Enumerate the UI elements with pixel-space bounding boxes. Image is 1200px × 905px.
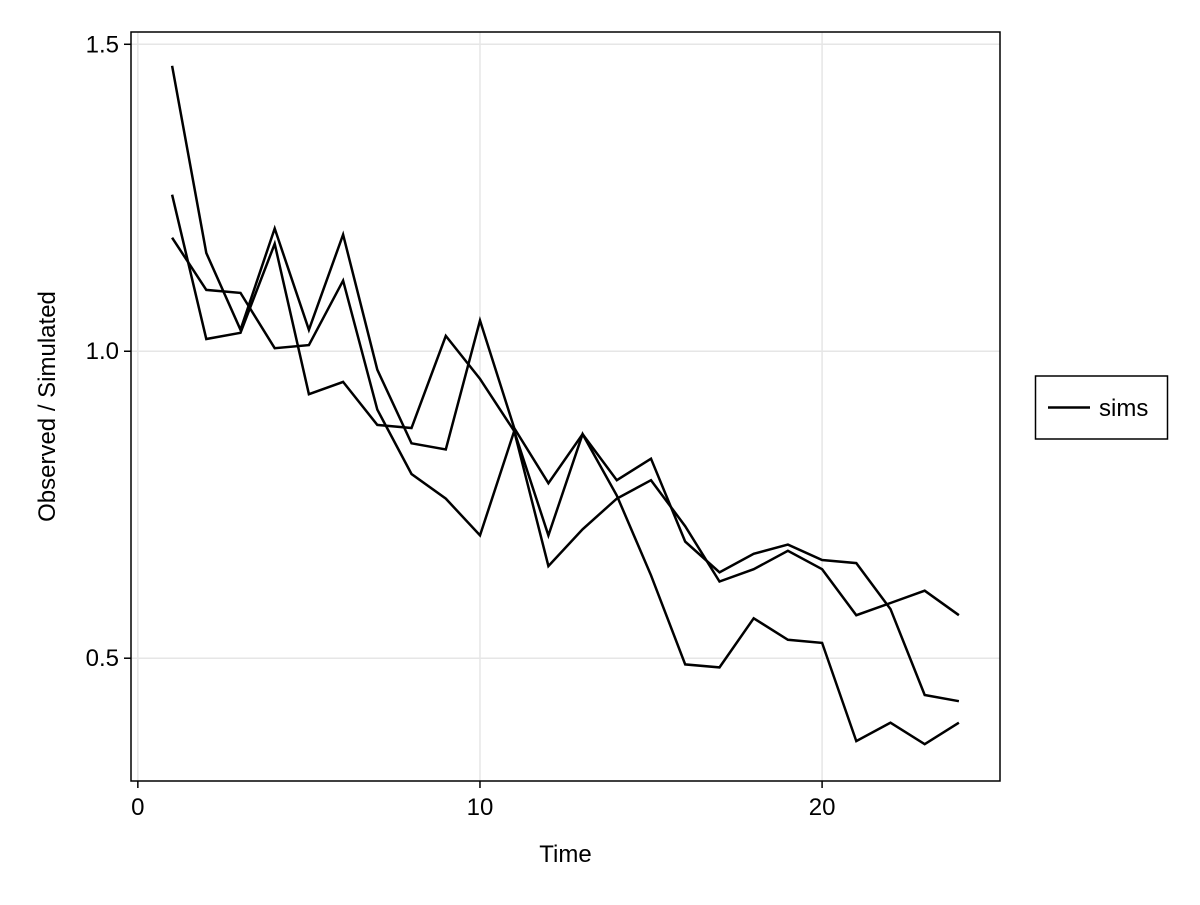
series-line-1 xyxy=(170,65,960,703)
grid xyxy=(131,32,1000,781)
x-tick-label: 10 xyxy=(467,794,494,821)
series-lines xyxy=(170,65,960,746)
series-line-2 xyxy=(170,194,960,746)
plot-frame xyxy=(130,31,1001,782)
y-axis-label: Observed / Simulated xyxy=(34,291,61,522)
x-tick-label: 20 xyxy=(809,794,836,821)
legend-label-sims: sims xyxy=(1099,395,1148,422)
y-tick-label: 1.5 xyxy=(86,31,119,58)
x-axis-label: Time xyxy=(539,841,591,868)
series-line-3 xyxy=(171,237,960,617)
x-tick-label: 0 xyxy=(131,794,144,821)
y-tick-label: 0.5 xyxy=(86,645,119,672)
legend: sims xyxy=(1034,375,1169,440)
y-tick-label: 1.0 xyxy=(86,338,119,365)
axes: 0 10 20 0.5 1.0 1.5 xyxy=(86,31,836,821)
